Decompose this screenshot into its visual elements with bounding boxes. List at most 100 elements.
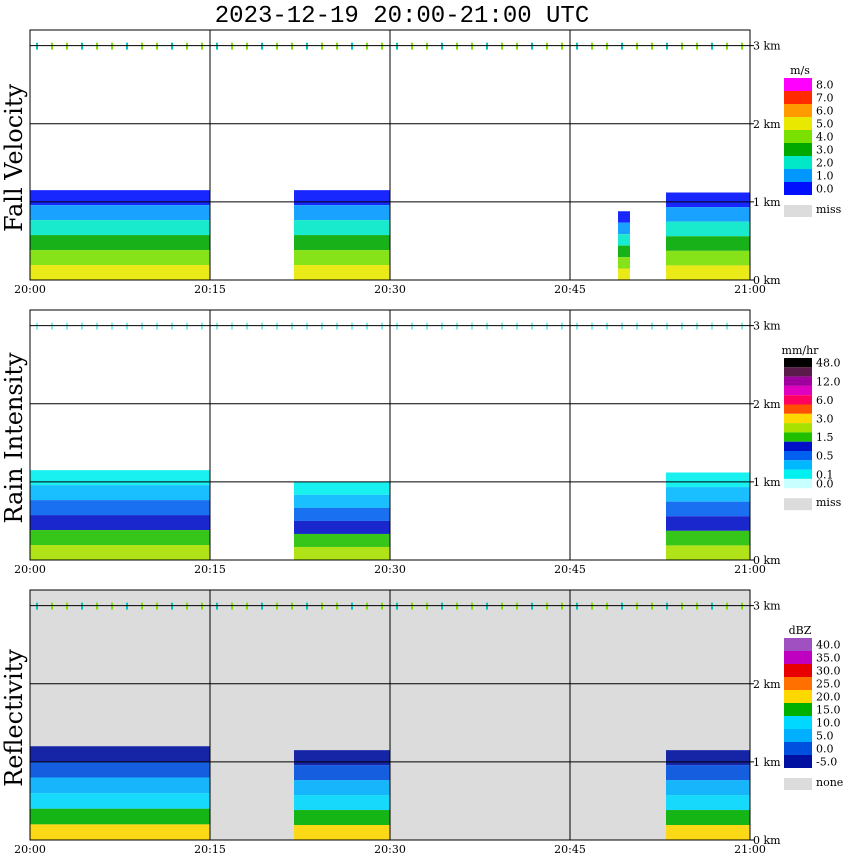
echo-region-3 <box>666 472 750 488</box>
colorbar-label: 40.0 <box>816 639 841 652</box>
colorbar-label: 48.0 <box>816 357 841 370</box>
colorbar-label: 2.0 <box>816 157 834 170</box>
x-tick-label: 20:00 <box>14 283 46 296</box>
echo-region-3 <box>618 257 630 269</box>
colorbar-label: 1.0 <box>816 170 834 183</box>
colorbar-swatch <box>784 182 812 195</box>
colorbar-label: 3.0 <box>816 412 834 425</box>
colorbar-label: 0.0 <box>816 743 834 756</box>
echo-region-1 <box>30 485 210 501</box>
echo-region-2 <box>294 795 390 811</box>
echo-region-3 <box>666 545 750 560</box>
echo-region-2 <box>294 205 390 221</box>
plot-frame <box>29 589 751 841</box>
echo-region-2 <box>294 520 390 534</box>
colorbar-swatch <box>784 104 812 117</box>
echo-region-4 <box>666 221 750 237</box>
y-tick-label: 1 km <box>753 476 781 489</box>
echo-region-1 <box>30 545 210 560</box>
echo-region-2 <box>294 546 390 560</box>
echo-region-4 <box>666 250 750 266</box>
colorbar-label: 10.0 <box>816 717 841 730</box>
echo-region-1 <box>30 824 210 840</box>
colorbar-swatch <box>784 469 812 479</box>
x-tick-label: 20:00 <box>14 563 46 576</box>
y-tick-label: 1 km <box>753 756 781 769</box>
echo-region-1 <box>30 808 210 825</box>
y-tick-label: 1 km <box>753 196 781 209</box>
colorbar-swatch <box>784 143 812 156</box>
echo-region-1 <box>30 761 210 778</box>
echo-region-2 <box>294 235 390 251</box>
echo-region-4 <box>666 207 750 222</box>
colorbar-swatch <box>784 677 812 690</box>
y-tick-label: 3 km <box>753 600 781 613</box>
echo-region-2 <box>294 810 390 826</box>
colorbar-swatch <box>784 117 812 130</box>
echo-region-3 <box>666 825 750 840</box>
colorbar-label: 15.0 <box>816 704 841 717</box>
colorbar-swatch <box>784 664 812 677</box>
colorbar-unit: dBZ <box>789 624 812 637</box>
colorbar-label: 6.0 <box>816 394 834 407</box>
echo-region-3 <box>666 750 750 766</box>
colorbar-label: 1.5 <box>816 431 834 444</box>
x-tick-label: 20:15 <box>194 563 226 576</box>
echo-region-3 <box>618 234 630 246</box>
panel-ylabel: Reflectivity <box>0 649 28 787</box>
echo-region-2 <box>294 220 390 236</box>
echo-region-2 <box>294 250 390 266</box>
panel-ylabel: Rain Intensity <box>0 352 28 524</box>
colorbar-swatch <box>784 358 812 368</box>
echo-region-2 <box>294 765 390 781</box>
colorbar-label: 8.0 <box>816 79 834 92</box>
x-tick-label: 21:00 <box>734 563 766 576</box>
colorbar-swatch <box>784 156 812 169</box>
colorbar-swatch <box>784 441 812 451</box>
echo-region-3 <box>666 780 750 796</box>
figure-title: 2023-12-19 20:00-21:00 UTC <box>215 3 589 30</box>
echo-region-1 <box>30 220 210 236</box>
colorbar-label: 20.0 <box>816 691 841 704</box>
colorbar-label: -5.0 <box>816 756 837 769</box>
echo-region-3 <box>666 516 750 531</box>
echo-region-2 <box>294 750 390 766</box>
x-tick-label: 20:15 <box>194 843 226 856</box>
y-tick-label: 3 km <box>753 320 781 333</box>
echo-region-4 <box>666 236 750 251</box>
y-tick-label: 2 km <box>753 118 781 131</box>
colorbar-swatch <box>784 651 812 664</box>
y-tick-label: 0 km <box>753 274 781 287</box>
colorbar-label: 30.0 <box>816 665 841 678</box>
colorbar-missing-label: none <box>816 776 843 789</box>
echo-region-1 <box>30 265 210 280</box>
echo-region-1 <box>30 235 210 251</box>
colorbar-swatch <box>784 703 812 716</box>
echo-region-2 <box>294 265 390 280</box>
colorbar-swatch <box>784 451 812 461</box>
y-tick-label: 2 km <box>753 398 781 411</box>
echo-region-1 <box>30 530 210 546</box>
plot-frame <box>29 309 751 561</box>
colorbar-swatch <box>784 413 812 424</box>
y-tick-label: 3 km <box>753 40 781 53</box>
echo-region-3 <box>618 211 630 223</box>
colorbar-label: 4.0 <box>816 131 834 144</box>
colorbar-label: 25.0 <box>816 678 841 691</box>
echo-region-3 <box>618 245 630 258</box>
colorbar-label: 12.0 <box>816 375 841 388</box>
colorbar-label: 5.0 <box>816 730 834 743</box>
x-tick-label: 20:00 <box>14 843 46 856</box>
echo-region-2 <box>294 494 390 508</box>
echo-region-2 <box>294 507 390 521</box>
echo-region-1 <box>30 500 210 516</box>
echo-region-1 <box>30 250 210 266</box>
echo-region-4 <box>666 265 750 280</box>
x-tick-label: 20:15 <box>194 283 226 296</box>
echo-region-1 <box>30 793 210 809</box>
colorbar-missing-swatch <box>784 498 812 511</box>
x-tick-label: 20:45 <box>554 283 586 296</box>
x-tick-label: 20:45 <box>554 563 586 576</box>
y-tick-label: 2 km <box>753 678 781 691</box>
